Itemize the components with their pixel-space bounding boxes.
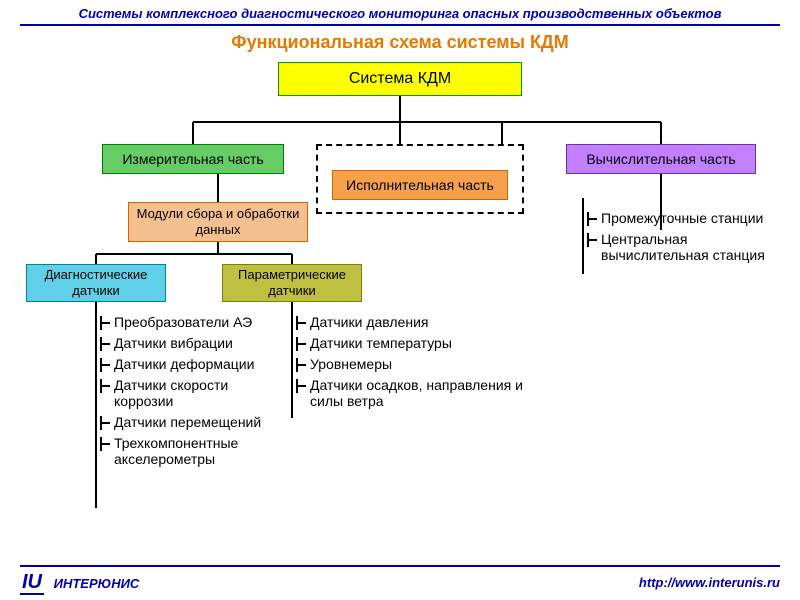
node-comp: Вычислительная часть bbox=[566, 144, 756, 174]
list-diag: Преобразователи АЭ Датчики вибрации Датчик… bbox=[96, 314, 276, 472]
list-param: Датчики давления Датчики температуры Уровн… bbox=[292, 314, 532, 414]
page-footer: IU ИНТЕРЮНИС http://www.interunis.ru bbox=[20, 565, 780, 594]
list-item-label: Датчики деформации bbox=[114, 356, 254, 372]
list-item-label: Датчики давления bbox=[310, 314, 428, 330]
list-item-label: Преобразователи АЭ bbox=[114, 314, 252, 330]
list-item: Уровнемеры bbox=[292, 356, 532, 372]
footer-logo: IU bbox=[20, 571, 44, 595]
bullet-icon bbox=[292, 379, 306, 393]
footer-left: IU ИНТЕРЮНИС bbox=[20, 571, 139, 594]
node-diag: Диагностические датчики bbox=[26, 264, 166, 302]
node-modules: Модули сбора и обработки данных bbox=[128, 202, 308, 242]
node-param: Параметрические датчики bbox=[222, 264, 362, 302]
list-item: Датчики температуры bbox=[292, 335, 532, 351]
list-item-label: Трехкомпонентные акселерометры bbox=[114, 435, 276, 467]
diagram-title: Функциональная схема системы КДМ bbox=[0, 32, 800, 53]
footer-url: http://www.interunis.ru bbox=[639, 575, 780, 590]
bullet-icon bbox=[96, 358, 110, 372]
list-item: Датчики осадков, направления и силы ветр… bbox=[292, 377, 532, 409]
list-item: Преобразователи АЭ bbox=[96, 314, 276, 330]
list-item-label: Датчики перемещений bbox=[114, 414, 261, 430]
list-item: Датчики скорости коррозии bbox=[96, 377, 276, 409]
footer-rule bbox=[20, 565, 780, 567]
bullet-icon bbox=[96, 337, 110, 351]
list-item-label: Датчики осадков, направления и силы ветр… bbox=[310, 377, 532, 409]
header-rule bbox=[20, 24, 780, 26]
bullet-icon bbox=[96, 416, 110, 430]
list-item: Датчики вибрации bbox=[96, 335, 276, 351]
node-exec: Исполнительная часть bbox=[332, 170, 508, 200]
list-item: Промежуточные станции bbox=[583, 210, 773, 226]
list-item: Датчики перемещений bbox=[96, 414, 276, 430]
list-item-label: Промежуточные станции bbox=[601, 210, 763, 226]
list-item-label: Центральная вычислительная станция bbox=[601, 231, 773, 263]
bullet-icon bbox=[96, 316, 110, 330]
node-root: Система КДМ bbox=[278, 62, 522, 96]
bullet-icon bbox=[583, 233, 597, 247]
bullet-icon bbox=[292, 337, 306, 351]
list-item-label: Уровнемеры bbox=[310, 356, 392, 372]
bullet-icon bbox=[292, 358, 306, 372]
bullet-icon bbox=[96, 437, 110, 451]
list-item: Центральная вычислительная станция bbox=[583, 231, 773, 263]
list-comp: Промежуточные станции Центральная вычисли… bbox=[583, 210, 773, 268]
footer-brand: ИНТЕРЮНИС bbox=[54, 576, 140, 591]
list-item-label: Датчики температуры bbox=[310, 335, 452, 351]
bullet-icon bbox=[292, 316, 306, 330]
node-meas: Измерительная часть bbox=[102, 144, 284, 174]
list-item-label: Датчики скорости коррозии bbox=[114, 377, 276, 409]
list-item: Датчики деформации bbox=[96, 356, 276, 372]
bullet-icon bbox=[583, 212, 597, 226]
page-header: Системы комплексного диагностического мо… bbox=[0, 6, 800, 21]
bullet-icon bbox=[96, 379, 110, 393]
list-item: Датчики давления bbox=[292, 314, 532, 330]
list-item: Трехкомпонентные акселерометры bbox=[96, 435, 276, 467]
list-item-label: Датчики вибрации bbox=[114, 335, 233, 351]
